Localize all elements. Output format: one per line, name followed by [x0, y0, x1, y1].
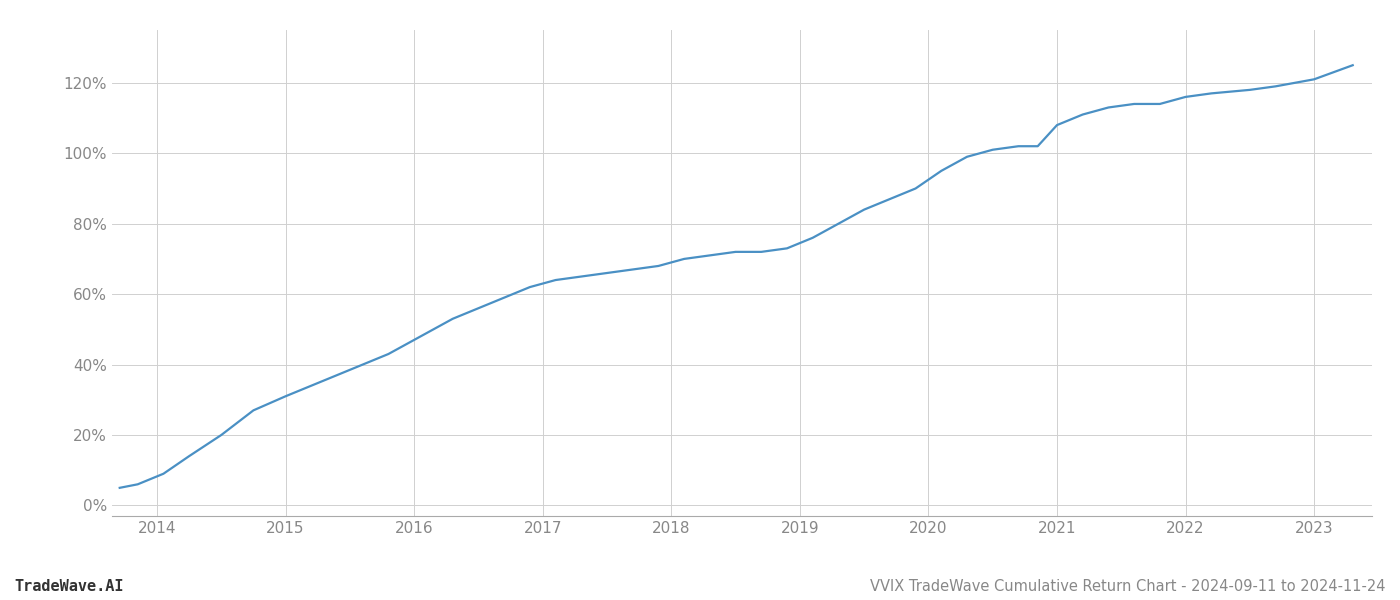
Text: VVIX TradeWave Cumulative Return Chart - 2024-09-11 to 2024-11-24: VVIX TradeWave Cumulative Return Chart -… [871, 579, 1386, 594]
Text: TradeWave.AI: TradeWave.AI [14, 579, 123, 594]
